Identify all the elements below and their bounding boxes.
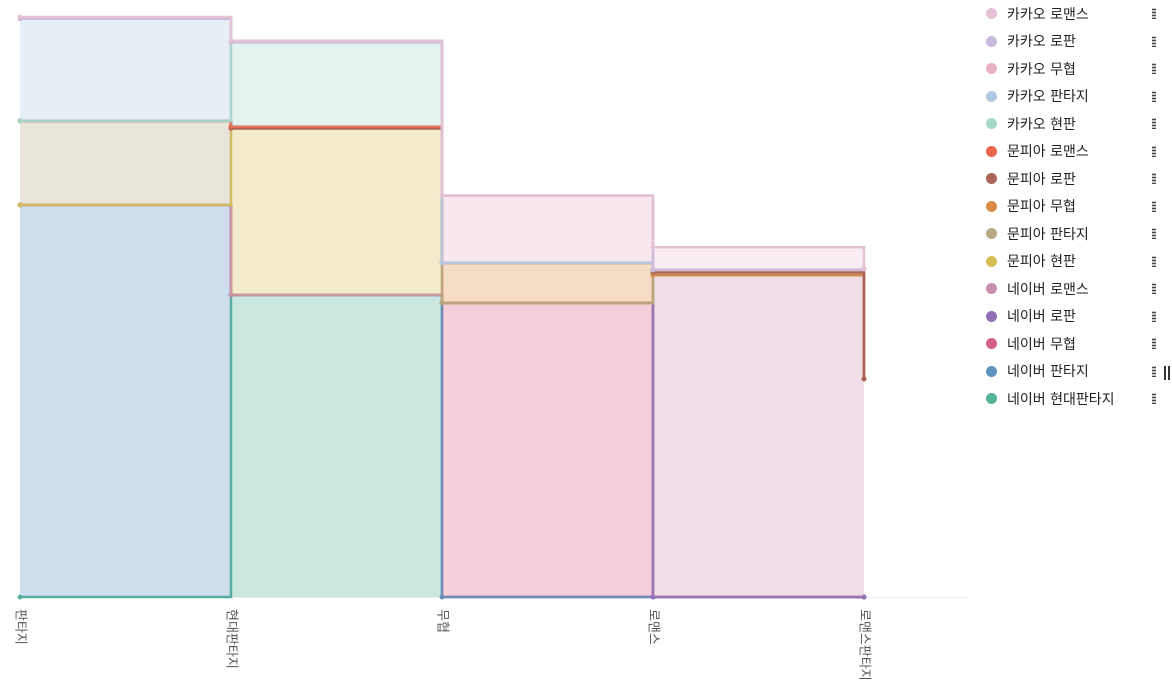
legend-swatch: [986, 173, 997, 185]
legend-swatch: [986, 310, 997, 322]
data-point[interactable]: [228, 124, 234, 130]
data-point[interactable]: [650, 244, 656, 250]
legend-item[interactable]: 문피아 로판: [984, 165, 1164, 193]
data-point[interactable]: [439, 594, 445, 600]
x-tick-label: 로맨스판타지: [857, 609, 872, 681]
drag-handle-icon[interactable]: [1152, 283, 1156, 294]
drag-handle-icon[interactable]: [1152, 8, 1156, 19]
legend-swatch: [986, 63, 997, 75]
legend-item[interactable]: 카카오 로맨스: [984, 0, 1164, 28]
drag-handle-icon[interactable]: [1152, 63, 1156, 74]
legend-swatch: [986, 228, 997, 240]
legend-swatch: [986, 118, 997, 130]
legend-swatch: [986, 35, 997, 47]
data-point[interactable]: [439, 300, 445, 306]
legend-item[interactable]: 네이버 로판: [984, 303, 1164, 331]
legend-item[interactable]: 문피아 무협: [984, 193, 1164, 221]
drag-handle-icon[interactable]: [1152, 365, 1156, 377]
legend-item[interactable]: 카카오 현판: [984, 110, 1164, 138]
area-fill: [20, 18, 864, 270]
series-카카오-로맨스: [17, 14, 867, 272]
legend-item[interactable]: 문피아 로맨스: [984, 138, 1164, 166]
legend-label: 네이버 로판: [1007, 309, 1076, 326]
legend-item[interactable]: 문피아 현판: [984, 248, 1164, 276]
data-point[interactable]: [861, 266, 867, 272]
legend-swatch: [986, 200, 997, 212]
legend-label: 문피아 로맨스: [1007, 144, 1089, 161]
drag-handle-icon[interactable]: [1152, 338, 1156, 349]
data-point[interactable]: [439, 260, 445, 266]
area-fill: [20, 204, 864, 598]
legend-swatch: [986, 365, 997, 377]
drag-handle-icon[interactable]: [1152, 118, 1156, 129]
chart-plot-area: 판타지 현대판타지 무협 로맨스 로맨스판타지: [13, 14, 970, 681]
area-fill: [20, 120, 864, 379]
legend-label: 문피아 무협: [1007, 199, 1076, 216]
legend-label: 네이버 로맨스: [1007, 281, 1089, 298]
legend-item[interactable]: 네이버 판타지: [984, 358, 1164, 386]
drag-handle-icon[interactable]: [1152, 200, 1156, 212]
legend-swatch: [986, 90, 997, 102]
drag-handle-icon[interactable]: [1152, 255, 1156, 267]
data-point[interactable]: [17, 14, 23, 20]
data-point[interactable]: [650, 594, 656, 600]
legend-label: 문피아 판타지: [1007, 226, 1089, 243]
legend-item[interactable]: 카카오 무협: [984, 55, 1164, 83]
data-point[interactable]: [228, 292, 234, 298]
legend-item[interactable]: 카카오 판타지: [984, 83, 1164, 111]
legend-label: 카카오 현판: [1007, 116, 1076, 133]
drag-handle-icon[interactable]: [1152, 90, 1156, 102]
legend-label: 카카오 판타지: [1007, 89, 1089, 106]
legend-item[interactable]: 카카오 로판: [984, 28, 1164, 56]
legend-swatch: [986, 283, 997, 295]
legend-swatch: [986, 393, 997, 405]
drag-handle-icon[interactable]: [1152, 228, 1156, 239]
legend-label: 문피아 현판: [1007, 254, 1076, 271]
data-point[interactable]: [650, 267, 656, 273]
legend-label: 카카오 로맨스: [1007, 6, 1089, 23]
x-tick-label: 로맨스: [646, 609, 661, 645]
drag-handle-icon[interactable]: [1152, 145, 1156, 157]
x-tick-label: 무협: [435, 609, 450, 633]
legend-swatch: [986, 338, 997, 350]
data-point[interactable]: [17, 118, 23, 124]
legend-item[interactable]: 문피아 판타지: [984, 220, 1164, 248]
legend-label: 네이버 판타지: [1007, 364, 1089, 381]
data-point[interactable]: [228, 38, 234, 44]
legend-label: 네이버 현대판타지: [1007, 391, 1115, 408]
data-point[interactable]: [861, 376, 867, 382]
legend-swatch: [986, 8, 997, 20]
data-point[interactable]: [861, 594, 867, 600]
legend-label: 네이버 무협: [1007, 336, 1076, 353]
legend-label: 카카오 로판: [1007, 34, 1076, 51]
legend-resize-handle[interactable]: [1164, 366, 1170, 380]
legend-item[interactable]: 네이버 무협: [984, 330, 1164, 358]
data-point[interactable]: [17, 594, 23, 600]
legend-label: 문피아 로판: [1007, 171, 1076, 188]
x-tick-label: 판타지: [13, 609, 28, 645]
legend-swatch: [986, 255, 997, 267]
drag-handle-icon[interactable]: [1152, 35, 1156, 47]
x-tick-label: 현대판타지: [224, 609, 239, 669]
drag-handle-icon[interactable]: [1152, 310, 1156, 322]
drag-handle-icon[interactable]: [1152, 173, 1156, 184]
legend-swatch: [986, 145, 997, 157]
data-point[interactable]: [439, 193, 445, 199]
data-point[interactable]: [17, 202, 23, 208]
legend-label: 카카오 무협: [1007, 61, 1076, 78]
legend-item[interactable]: 네이버 로맨스: [984, 275, 1164, 303]
legend-item[interactable]: 네이버 현대판타지: [984, 385, 1164, 413]
drag-handle-icon[interactable]: [1152, 393, 1156, 404]
